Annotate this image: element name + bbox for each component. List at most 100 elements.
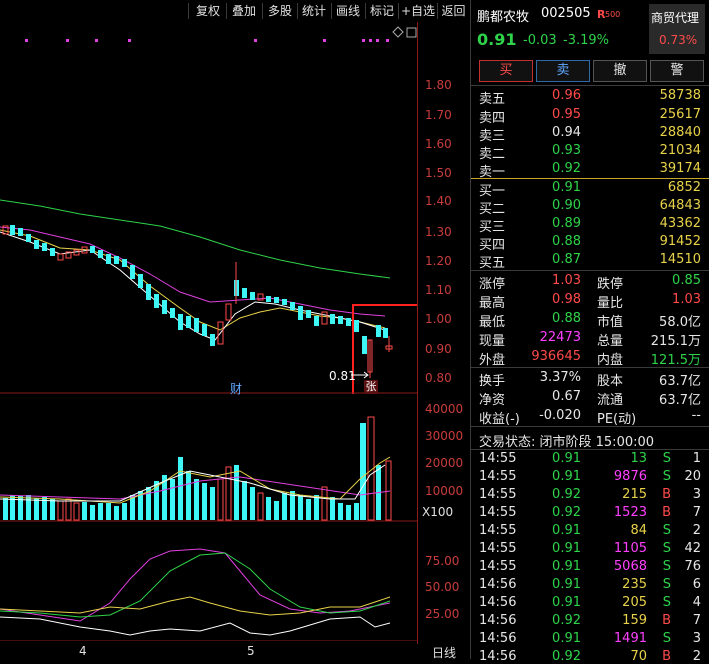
toolbar-stats-button[interactable]: 统计: [301, 4, 326, 18]
period-selector[interactable]: 日线: [432, 646, 457, 660]
kline-chart-area[interactable]: 复权 叠加 多股 统计 画线 标记 +自选 返回: [0, 0, 469, 660]
volume-bar: [26, 495, 31, 520]
bid-price[interactable]: 0.89: [552, 216, 581, 231]
volume-bar: [225, 466, 232, 521]
stat-value: 0.88: [552, 311, 581, 326]
indicator-panel[interactable]: [0, 523, 417, 641]
price-change-percent: -3.19%: [563, 33, 609, 48]
volume-bar: [250, 487, 255, 520]
price-axis-label: 0.90: [425, 342, 452, 356]
ask-price[interactable]: 0.93: [552, 143, 581, 158]
tick-volume: 1105: [613, 541, 647, 556]
bid-price[interactable]: 0.90: [552, 198, 581, 213]
candle: [146, 284, 151, 300]
ask-price[interactable]: 0.94: [552, 125, 581, 140]
candle: [210, 334, 215, 346]
stat-label: 最高: [479, 296, 506, 311]
event-dot: [254, 39, 257, 42]
divider: [471, 426, 709, 427]
candle: [154, 294, 159, 308]
ask-label: 卖一: [479, 165, 506, 180]
tick-time: 14:55: [479, 469, 517, 484]
diamond-icon[interactable]: [392, 26, 404, 38]
candle: [250, 292, 255, 300]
candle: [26, 234, 31, 242]
candle: [274, 297, 279, 303]
tick-price: 0.92: [552, 649, 581, 664]
volume-bar: [170, 479, 175, 520]
candle: [186, 316, 191, 328]
volume-bar: [330, 497, 335, 520]
toolbar-fuquan-button[interactable]: 复权: [195, 4, 220, 18]
sector-name: 商贸代理: [651, 11, 700, 25]
ask-price[interactable]: 0.96: [552, 88, 581, 103]
ask-volume: 39174: [659, 161, 701, 176]
candle: [225, 303, 232, 321]
indicator-line-yellow: [0, 596, 391, 616]
buy-button[interactable]: 买: [479, 60, 533, 82]
event-dot: [362, 39, 365, 42]
volume-bar: [360, 423, 366, 520]
volume-bar: [210, 487, 215, 520]
volume-bar: [217, 478, 224, 521]
candle: [202, 324, 207, 336]
volume-bar: [354, 503, 359, 520]
tick-side: S: [662, 541, 671, 556]
indicator-line-magenta: [0, 548, 391, 622]
tick-price: 0.91: [552, 541, 581, 556]
volume-bar: [290, 491, 295, 520]
event-dot: [25, 39, 28, 42]
volume-bars: [3, 416, 392, 521]
event-zhang-label[interactable]: 张: [364, 380, 378, 394]
stat-value: 0.98: [552, 292, 581, 307]
volume-bar: [346, 505, 351, 520]
fundamental-label: PE(动): [597, 412, 637, 427]
tick-count: 76: [684, 559, 701, 574]
toolbar-back-button[interactable]: 返回: [441, 4, 466, 18]
bid-price[interactable]: 0.88: [552, 234, 581, 249]
tick-side: B: [662, 613, 671, 628]
ask-price[interactable]: 0.92: [552, 161, 581, 176]
toolbar-add-watchlist-button[interactable]: +自选: [400, 4, 436, 18]
volume-bar: [314, 495, 319, 520]
bid-price[interactable]: 0.87: [552, 252, 581, 267]
tick-side: B: [662, 649, 671, 664]
cancel-order-button[interactable]: 撤: [593, 60, 647, 82]
sector-card[interactable]: [649, 4, 705, 54]
ask-price[interactable]: 0.95: [552, 107, 581, 122]
toolbar-divider: [262, 3, 263, 19]
tick-side: S: [662, 559, 671, 574]
event-cai-label[interactable]: 财: [230, 382, 243, 396]
candle: [290, 302, 295, 310]
candle: [257, 293, 264, 301]
ask-volume: 25617: [659, 107, 701, 122]
tick-time: 14:56: [479, 613, 517, 628]
panel-toggle-icon[interactable]: [406, 27, 417, 38]
toolbar-overlay-button[interactable]: 叠加: [231, 4, 256, 18]
x-axis-label: 5: [247, 644, 255, 658]
volume-panel[interactable]: [0, 395, 417, 523]
bid-volume: 14510: [659, 252, 701, 267]
tick-count: 7: [692, 505, 701, 520]
toolbar-divider: [297, 3, 298, 19]
toolbar-multi-stock-button[interactable]: 多股: [267, 4, 292, 18]
toolbar-draw-line-button[interactable]: 画线: [335, 4, 360, 18]
volume-bar: [10, 495, 15, 520]
stock-code: 002505: [541, 6, 591, 21]
event-dot: [95, 39, 98, 42]
toolbar-mark-button[interactable]: 标记: [369, 4, 394, 18]
arrow-head-icon: [363, 371, 369, 379]
bid-label: 买三: [479, 220, 506, 235]
stat-label: 总量: [597, 334, 624, 349]
candlestick-panel[interactable]: [0, 22, 417, 394]
alert-button[interactable]: 警: [650, 60, 704, 82]
sell-button[interactable]: 卖: [536, 60, 590, 82]
volume-bar: [202, 483, 207, 520]
highlight-box: [352, 304, 417, 394]
bid-price[interactable]: 0.91: [552, 180, 581, 195]
quote-panel: 鹏都农牧 002505 R 500 商贸代理 0.73% 0.91 -0.03 …: [470, 0, 709, 664]
price-axis-label: 1.40: [425, 194, 452, 208]
tick-time: 14:55: [479, 487, 517, 502]
event-dot: [323, 39, 326, 42]
candle: [266, 296, 271, 302]
